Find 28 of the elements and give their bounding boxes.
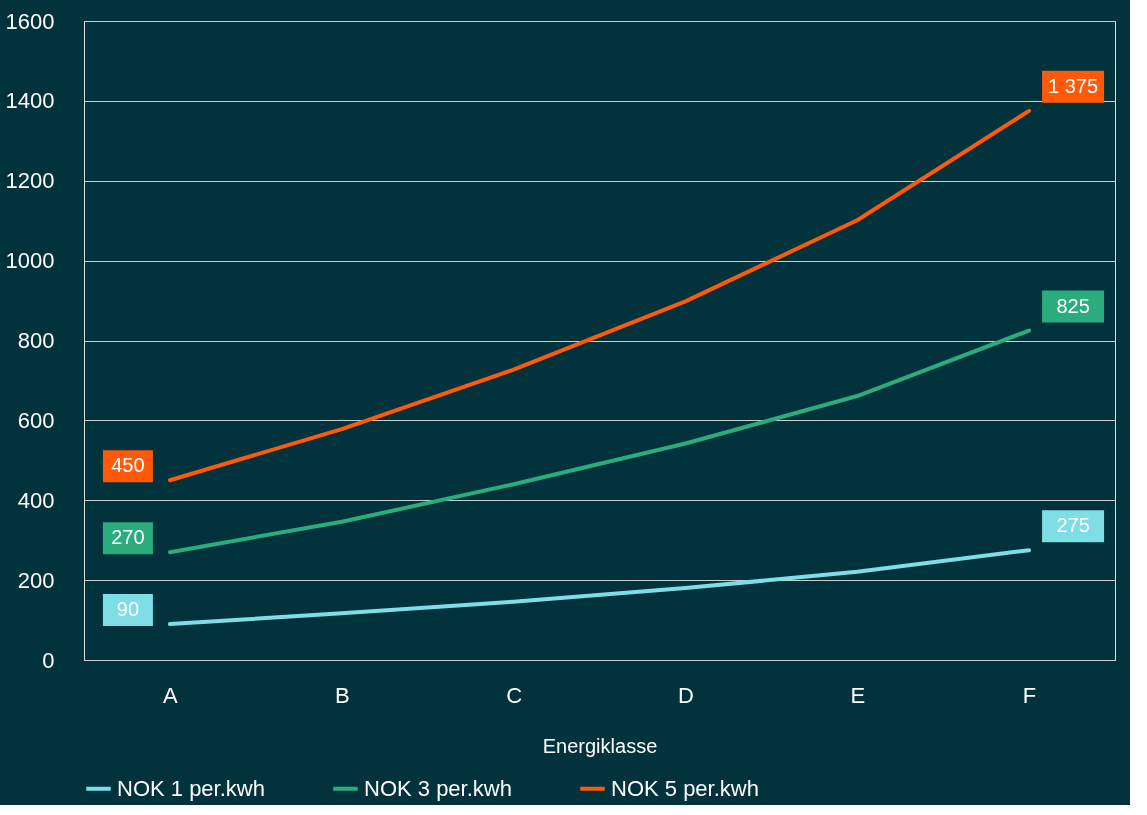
- y-tick-label: 1000: [5, 248, 55, 274]
- data-label: 825: [1056, 294, 1090, 317]
- data-label: 450: [111, 454, 145, 477]
- data-label: 275: [1056, 514, 1090, 537]
- y-tick-label: 1200: [5, 168, 55, 194]
- x-axis-title: Energiklasse: [542, 734, 658, 757]
- x-tick-label: F: [1022, 682, 1037, 708]
- x-tick-label: B: [334, 682, 350, 708]
- data-label: 1 375: [1048, 74, 1099, 97]
- data-label: 90: [116, 598, 140, 621]
- x-tick-label: E: [850, 682, 866, 708]
- y-tick-label: 400: [17, 487, 55, 513]
- legend-label: NOK 5 per.kwh: [611, 775, 759, 801]
- y-tick-label: 600: [17, 407, 55, 433]
- y-tick-label: 200: [17, 567, 55, 593]
- data-label: 270: [111, 526, 145, 549]
- y-tick-label: 800: [17, 328, 55, 353]
- line-series: [167, 108, 1032, 483]
- line-series: [167, 328, 1032, 555]
- legend-label: NOK 1 per.kwh: [117, 775, 265, 801]
- legend-label: NOK 3 per.kwh: [364, 775, 512, 801]
- y-tick-label: 1400: [5, 88, 55, 114]
- y-tick-label: 0: [42, 647, 55, 673]
- x-tick-label: C: [506, 682, 523, 708]
- line-series: [167, 548, 1032, 627]
- x-tick-label: A: [163, 682, 179, 708]
- x-tick-label: D: [677, 682, 694, 708]
- y-tick-label: 1600: [5, 8, 55, 34]
